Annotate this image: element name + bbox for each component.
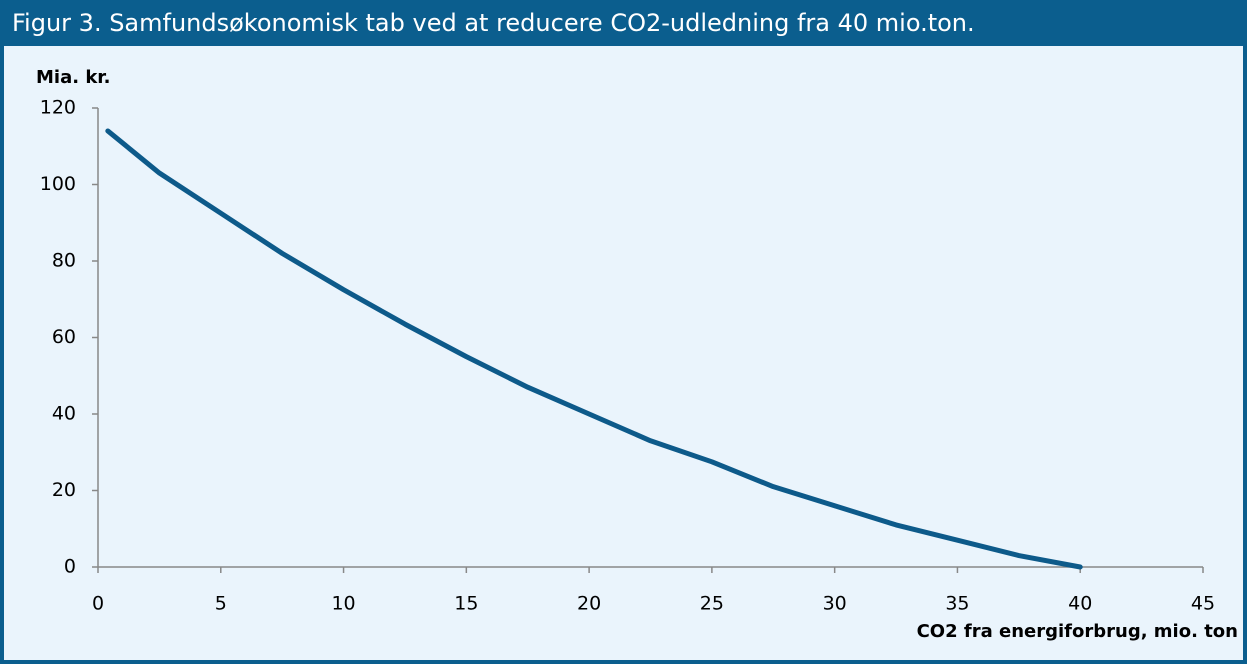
y-tick-label: 0 bbox=[64, 556, 76, 578]
y-tick-label: 20 bbox=[52, 479, 76, 501]
y-tick-label: 120 bbox=[40, 97, 76, 119]
x-tick-label: 15 bbox=[454, 593, 478, 615]
x-tick-label: 20 bbox=[577, 593, 601, 615]
x-tick-label: 10 bbox=[331, 593, 355, 615]
x-tick-label: 0 bbox=[92, 593, 104, 615]
chart-title: Figur 3. Samfundsøkonomisk tab ved at re… bbox=[12, 9, 975, 37]
line bbox=[105, 128, 1083, 570]
y-axis-title: Mia. kr. bbox=[36, 67, 110, 88]
x-tick-label: 35 bbox=[945, 593, 969, 615]
y-tick-label: 80 bbox=[52, 250, 76, 272]
x-tick-label: 30 bbox=[823, 593, 847, 615]
x-tick-label: 40 bbox=[1068, 593, 1092, 615]
y-tick-label: 40 bbox=[52, 403, 76, 425]
x-axis-title: CO2 fra energiforbrug, mio. ton bbox=[917, 621, 1238, 642]
y-tick-label: 60 bbox=[52, 326, 76, 348]
x-tick-label: 25 bbox=[700, 593, 724, 615]
x-tick-label: 5 bbox=[215, 593, 227, 615]
x-tick-label: 45 bbox=[1191, 593, 1215, 615]
y-tick-label: 100 bbox=[40, 173, 76, 195]
plot-background bbox=[4, 46, 1243, 660]
